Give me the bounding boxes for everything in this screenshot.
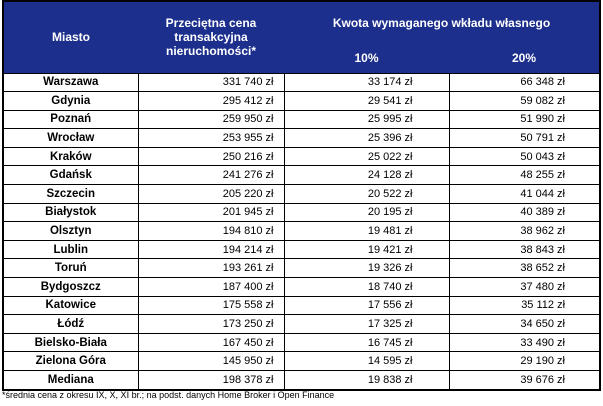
table-row: Zielona Góra 145 950 zł 14 595 zł 29 190 zł	[2, 351, 601, 371]
contribution-10-cell: 20 195 zł	[283, 202, 450, 223]
contribution-20-cell: 40 389 zł	[448, 202, 601, 223]
table-row: Warszawa 331 740 zł 33 174 zł 66 348 zł	[2, 72, 601, 93]
price-cell: 201 945 zł	[137, 202, 285, 223]
price-cell: 173 250 zł	[137, 314, 285, 334]
price-cell: 194 810 zł	[137, 221, 285, 241]
contribution-20-cell: 48 255 zł	[448, 165, 601, 186]
table-row: Wrocław 253 955 zł 25 396 zł 50 791 zł	[2, 128, 601, 148]
contribution-10-cell: 25 995 zł	[283, 109, 450, 130]
table-row: Białystok 201 945 zł 20 195 zł 40 389 zł	[2, 202, 601, 223]
contribution-10-cell: 19 326 zł	[283, 258, 450, 279]
data-table: Miasto Przeciętna cena transakcyjna nier…	[2, 0, 602, 391]
contribution-10-cell: 18 740 zł	[283, 277, 450, 297]
contribution-10-cell: 24 128 zł	[283, 165, 450, 186]
price-cell: 295 412 zł	[137, 91, 285, 111]
contribution-10-cell: 16 745 zł	[283, 332, 450, 353]
contribution-20-cell: 59 082 zł	[448, 91, 601, 111]
city-cell: Warszawa	[2, 72, 139, 93]
contribution-20-cell: 34 650 zł	[448, 314, 601, 334]
price-cell: 241 276 zł	[137, 165, 285, 186]
contribution-20-cell: 38 843 zł	[448, 239, 601, 260]
contribution-10-cell: 17 325 zł	[283, 314, 450, 334]
table-row: Bydgoszcz 187 400 zł 18 740 zł 37 480 zł	[2, 277, 601, 297]
contribution-20-cell: 39 676 zł	[448, 369, 601, 391]
city-cell: Bielsko-Biała	[2, 332, 139, 353]
table-row: Gdańsk 241 276 zł 24 128 zł 48 255 zł	[2, 165, 601, 186]
contribution-10-cell: 33 174 zł	[283, 72, 450, 93]
contribution-20-cell: 50 791 zł	[448, 128, 601, 148]
price-cell: 145 950 zł	[137, 351, 285, 371]
contribution-10-cell: 14 595 zł	[283, 351, 450, 371]
table-row: Lublin 194 214 zł 19 421 zł 38 843 zł	[2, 239, 601, 260]
contribution-20-cell: 38 652 zł	[448, 258, 601, 279]
city-cell: Wrocław	[2, 128, 139, 148]
city-cell: Kraków	[2, 146, 139, 167]
contribution-20-cell: 50 043 zł	[448, 146, 601, 167]
contribution-20-cell: 41 044 zł	[448, 184, 601, 204]
city-cell: Gdańsk	[2, 165, 139, 186]
table-row: Łódź 173 250 zł 17 325 zł 34 650 zł	[2, 314, 601, 334]
contribution-10-cell: 17 556 zł	[283, 295, 450, 316]
table-row: Gdynia 295 412 zł 29 541 zł 59 082 zł	[2, 91, 601, 111]
city-cell: Mediana	[2, 369, 139, 391]
contribution-10-cell: 25 022 zł	[283, 146, 450, 167]
price-cell: 198 378 zł	[137, 369, 285, 391]
contribution-20-cell: 35 112 zł	[448, 295, 601, 316]
table-row: Szczecin 205 220 zł 20 522 zł 41 044 zł	[2, 184, 601, 204]
city-cell: Toruń	[2, 258, 139, 279]
city-cell: Olsztyn	[2, 221, 139, 241]
city-cell: Gdynia	[2, 91, 139, 111]
price-cell: 205 220 zł	[137, 184, 285, 204]
price-cell: 175 558 zł	[137, 295, 285, 316]
contribution-10-cell: 25 396 zł	[283, 128, 450, 148]
contribution-10-cell: 19 838 zł	[283, 369, 450, 391]
table-row: Poznań 259 950 zł 25 995 zł 51 990 zł	[2, 109, 601, 130]
contribution-20-cell: 66 348 zł	[448, 72, 601, 93]
contribution-10-cell: 20 522 zł	[283, 184, 450, 204]
header-city: Miasto	[3, 1, 138, 73]
table-row: Toruń 193 261 zł 19 326 zł 38 652 zł	[2, 258, 601, 279]
table-row: Katowice 175 558 zł 17 556 zł 35 112 zł	[2, 295, 601, 316]
city-cell: Łódź	[2, 314, 139, 334]
price-cell: 167 450 zł	[137, 332, 285, 353]
price-cell: 250 216 zł	[137, 146, 285, 167]
price-cell: 187 400 zł	[137, 277, 285, 297]
contribution-20-cell: 29 190 zł	[448, 351, 601, 371]
contribution-10-cell: 19 421 zł	[283, 239, 450, 260]
city-cell: Bydgoszcz	[2, 277, 139, 297]
table-row: Mediana 198 378 zł 19 838 zł 39 676 zł	[2, 369, 601, 391]
city-cell: Lublin	[2, 239, 139, 260]
price-cell: 331 740 zł	[137, 72, 285, 93]
city-cell: Katowice	[2, 295, 139, 316]
table-row: Olsztyn 194 810 zł 19 481 zł 38 962 zł	[2, 221, 601, 241]
contribution-20-cell: 38 962 zł	[448, 221, 601, 241]
footnote: *średnia cena z okresu IX, X, XI br.; na…	[2, 390, 335, 400]
header-contribution: Kwota wymaganego wkładu własnego	[284, 1, 601, 43]
table-row: Kraków 250 216 zł 25 022 zł 50 043 zł	[2, 146, 601, 167]
contribution-20-cell: 33 490 zł	[448, 332, 601, 353]
contribution-20-cell: 37 480 zł	[448, 277, 601, 297]
city-cell: Szczecin	[2, 184, 139, 204]
price-cell: 194 214 zł	[137, 239, 285, 260]
header-20: 20%	[449, 43, 601, 73]
contribution-10-cell: 29 541 zł	[283, 91, 450, 111]
price-cell: 253 955 zł	[137, 128, 285, 148]
contribution-10-cell: 19 481 zł	[283, 221, 450, 241]
header-10: 10%	[284, 43, 449, 73]
table-row: Bielsko-Biała 167 450 zł 16 745 zł 33 490 z…	[2, 332, 601, 353]
city-cell: Poznań	[2, 109, 139, 130]
price-cell: 193 261 zł	[137, 258, 285, 279]
header-price: Przeciętna cena transakcyjna nieruchomoś…	[138, 1, 284, 73]
price-cell: 259 950 zł	[137, 109, 285, 130]
city-cell: Białystok	[2, 202, 139, 223]
city-cell: Zielona Góra	[2, 351, 139, 371]
contribution-20-cell: 51 990 zł	[448, 109, 601, 130]
